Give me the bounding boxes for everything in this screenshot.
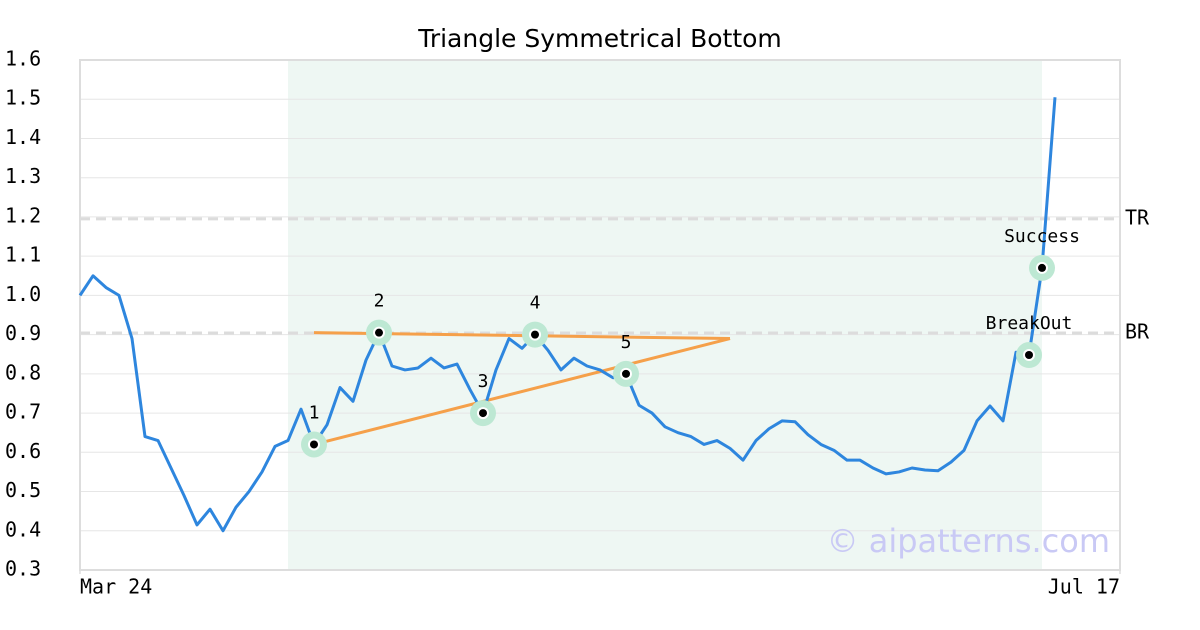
- point-dot: [531, 330, 539, 339]
- point-dot: [1025, 351, 1033, 360]
- point-label: Success: [1004, 226, 1080, 247]
- point-label: BreakOut: [986, 313, 1073, 334]
- y-tick-label: 0.8: [5, 360, 41, 384]
- point-label: 5: [621, 332, 632, 353]
- point-label: 4: [530, 293, 541, 314]
- point-dot: [479, 409, 487, 418]
- price-line: [78, 97, 1057, 533]
- y-tick-label: 1.5: [5, 86, 41, 110]
- x-tick-label: Jul 17: [1048, 575, 1120, 599]
- point-label: 1: [309, 402, 320, 423]
- point-dot: [375, 328, 383, 337]
- y-tick-label: 0.3: [5, 557, 41, 581]
- y-tick-label: 0.6: [5, 439, 41, 463]
- y-tick-label: 1.0: [5, 282, 41, 306]
- y-tick-label: 0.5: [5, 478, 41, 502]
- y-tick-label: 0.7: [5, 400, 41, 424]
- y-tick-label: 1.6: [5, 47, 41, 71]
- y-tick-label: 1.3: [5, 164, 41, 188]
- plot-frame: [79, 59, 1121, 571]
- y-tick-label: 1.2: [5, 203, 41, 227]
- point-dot: [310, 440, 318, 449]
- point-dot: [1038, 263, 1046, 272]
- chart-title: Triangle Symmetrical Bottom: [417, 24, 782, 53]
- y-tick-label: 1.1: [5, 243, 41, 267]
- y-tick-label: 0.9: [5, 321, 41, 345]
- x-tick-label: Mar 24: [80, 575, 152, 599]
- point-label: 2: [374, 291, 385, 312]
- point-dot: [622, 369, 630, 378]
- level-label: BR: [1125, 320, 1150, 344]
- pattern-region: [288, 60, 1042, 570]
- y-tick-label: 0.4: [5, 517, 41, 541]
- trend-line: [313, 337, 731, 446]
- y-tick-label: 1.4: [5, 125, 41, 149]
- watermark: © aipatterns.com: [827, 522, 1110, 560]
- level-label: TR: [1125, 205, 1150, 229]
- point-label: 3: [478, 371, 489, 392]
